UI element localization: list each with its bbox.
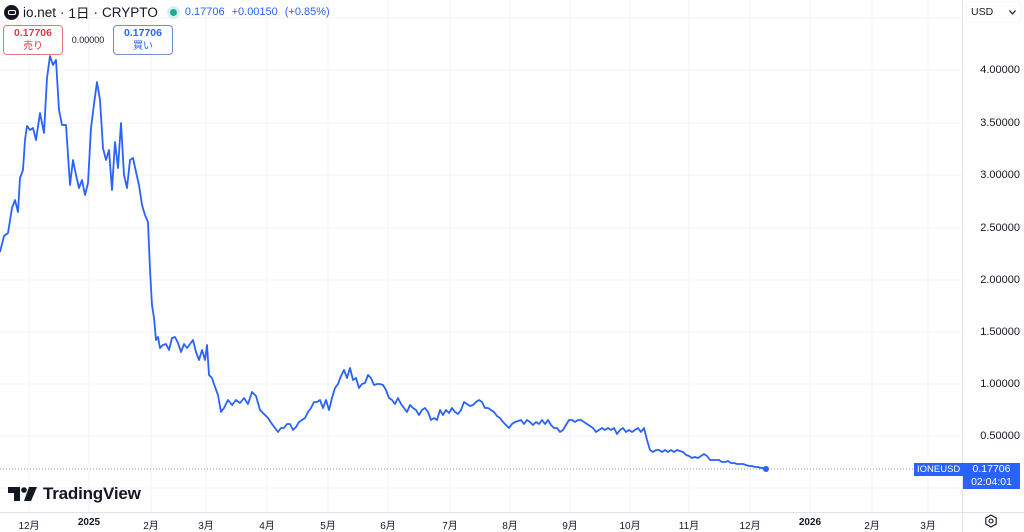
- y-tick: 0.50000: [980, 430, 1020, 442]
- sell-price: 0.17706: [14, 27, 52, 39]
- y-tick: 3.00000: [980, 169, 1020, 181]
- separator: ·: [60, 4, 65, 20]
- io-net-logo-icon: [4, 4, 19, 20]
- last-price-tag: 0.17706 02:04:01: [963, 463, 1020, 489]
- x-tick: 2月: [143, 521, 159, 532]
- separator: ·: [93, 4, 99, 20]
- x-tick: 4月: [259, 521, 275, 532]
- x-tick: 9月: [562, 521, 578, 532]
- last-price: 0.17706: [184, 6, 225, 18]
- scale-settings-corner: [962, 512, 1024, 532]
- y-tick: 4.00000: [980, 64, 1020, 76]
- tradingview-wordmark: TradingView: [43, 484, 141, 503]
- interval[interactable]: 1日: [68, 6, 90, 21]
- chart-pane[interactable]: [0, 0, 962, 512]
- y-tick: 2.00000: [980, 274, 1020, 286]
- settings-gear-icon[interactable]: [984, 514, 998, 528]
- price-change: +0.00150: [231, 6, 278, 18]
- spread-value: 0.00000: [71, 35, 105, 45]
- x-tick: 3月: [198, 521, 214, 532]
- x-tick: 2月: [864, 521, 880, 532]
- buy-label: 買い: [133, 41, 153, 52]
- tradingview-logo[interactable]: TradingView: [8, 484, 141, 504]
- symbol-price-tag: IONEUSD: [914, 463, 964, 476]
- time-scale[interactable]: 12月 2025 2月 3月 4月 5月 6月 7月 8月 9月 10月 11月…: [0, 512, 962, 532]
- currency-label: USD: [971, 6, 994, 18]
- buy-sell-panel: 0.17706 売り 0.00000 0.17706 買い: [3, 25, 173, 55]
- x-tick: 5月: [320, 521, 336, 532]
- grid-vertical: [28, 0, 929, 512]
- buy-price: 0.17706: [124, 27, 162, 39]
- x-tick: 12月: [18, 521, 40, 532]
- last-price-marker: [763, 466, 769, 472]
- y-tick: 1.00000: [980, 378, 1020, 390]
- x-tick: 2026: [798, 517, 822, 528]
- chart-legend[interactable]: io.net · 1日 · CRYPTO 0.17706 +0.00150 (+…: [4, 2, 337, 22]
- x-tick: 12月: [739, 521, 761, 532]
- x-tick: 3月: [920, 521, 936, 532]
- price-line-series: [0, 55, 767, 470]
- x-tick: 10月: [619, 521, 641, 532]
- x-tick: 8月: [502, 521, 518, 532]
- grid-horizontal: [0, 17, 962, 489]
- x-tick: 11月: [678, 521, 700, 532]
- sell-label: 売り: [23, 41, 43, 52]
- y-tick: 2.50000: [980, 222, 1020, 234]
- x-tick: 7月: [442, 521, 458, 532]
- symbol-name[interactable]: io.net: [23, 4, 57, 20]
- currency-selector[interactable]: USD: [967, 2, 1020, 22]
- price-change-percent: (+0.85%): [284, 6, 330, 18]
- market-status-icon: [169, 8, 177, 16]
- buy-button[interactable]: 0.17706 買い: [113, 25, 173, 55]
- chevron-down-icon: [1009, 9, 1016, 15]
- last-price-tag-value: 0.17706: [972, 463, 1011, 475]
- sell-button[interactable]: 0.17706 売り: [3, 25, 63, 55]
- y-tick: 3.50000: [980, 117, 1020, 129]
- bar-countdown: 02:04:01: [971, 475, 1012, 488]
- price-scale[interactable]: 4.00000 3.50000 3.00000 2.50000 2.00000 …: [962, 0, 1024, 512]
- x-tick: 2025: [77, 517, 101, 528]
- tradingview-logo-icon: [8, 487, 37, 501]
- y-tick: 1.50000: [980, 326, 1020, 338]
- price-chart-svg: [0, 0, 962, 512]
- exchange: CRYPTO: [102, 4, 158, 20]
- x-tick: 6月: [380, 521, 396, 532]
